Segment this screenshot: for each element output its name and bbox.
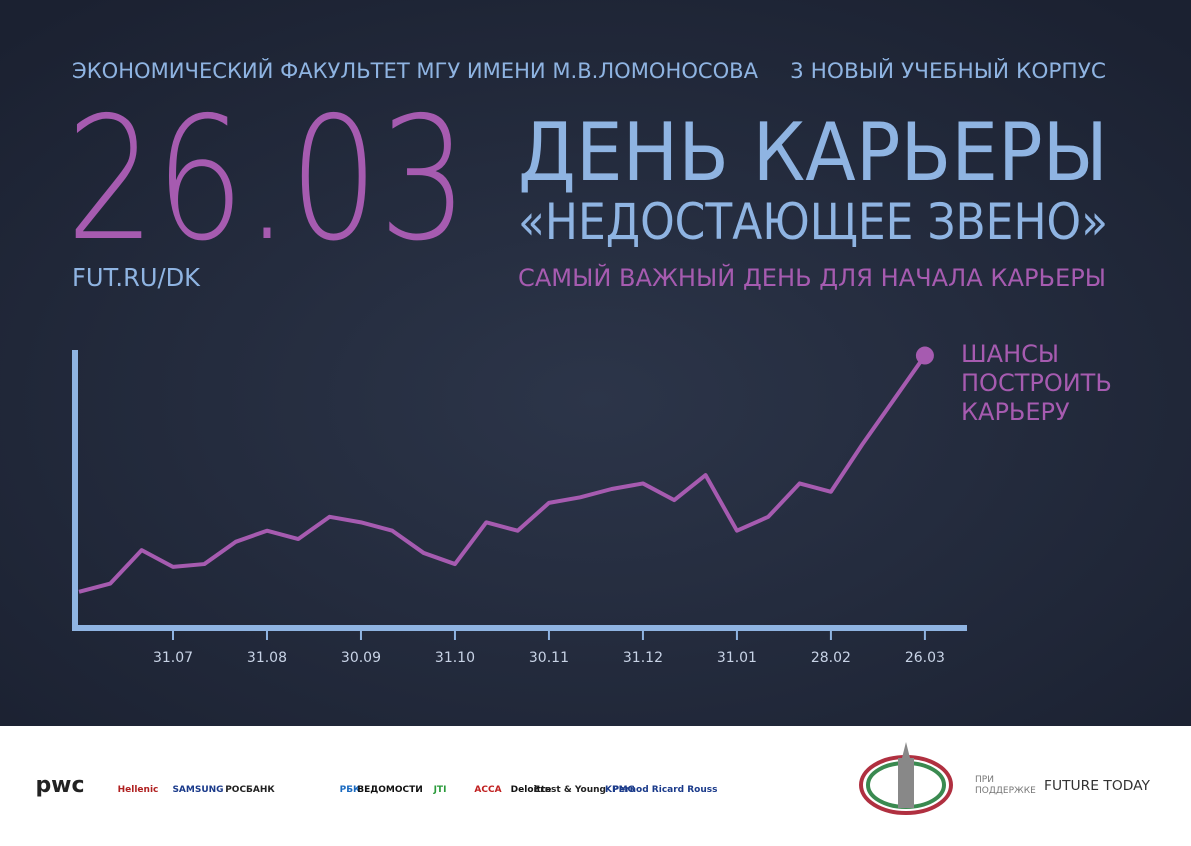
sponsor-logo: SAMSUNG [172, 785, 223, 795]
sponsor-logo: Deloitte [511, 785, 552, 795]
x-tick-label: 31.01 [717, 650, 757, 666]
footer-strip [0, 726, 1191, 842]
sponsor-logo: KPMG [605, 785, 635, 795]
x-tick-label: 26.03 [905, 650, 945, 666]
x-tick-label: 28.02 [811, 650, 851, 666]
x-tick-label: 31.12 [623, 650, 663, 666]
x-tick-label: 31.07 [153, 650, 193, 666]
x-tick-label: 31.10 [435, 650, 475, 666]
date: 26.03 [66, 81, 468, 279]
annotation: ШАНСЫ [961, 340, 1059, 368]
faculty: ЭКОНОМИЧЕСКИЙ ФАКУЛЬТЕТ МГУ ИМЕНИ М.В.ЛО… [72, 58, 759, 83]
support-label: ПРИ [975, 775, 994, 785]
tagline: САМЫЙ ВАЖНЫЙ ДЕНЬ ДЛЯ НАЧАЛА КАРЬЕРЫ [518, 263, 1106, 292]
support-label: ПОДДЕРЖКЕ [975, 786, 1036, 796]
sponsor-logo: РБК [340, 785, 361, 795]
annotation: ПОСТРОИТЬ [961, 369, 1112, 397]
sponsor-logo: ВЕДОМОСТИ [357, 785, 423, 795]
organizer: FUTURE TODAY [1044, 779, 1150, 794]
title: ДЕНЬ КАРЬЕРЫ [518, 106, 1108, 199]
sponsor-logo: Hellenic [118, 785, 159, 795]
x-tick-label: 31.08 [247, 650, 287, 666]
sponsor-logo: РОСБАНК [225, 785, 275, 795]
sponsor-logo: Pernod Ricard Rouss [613, 785, 718, 795]
sponsor-logo: Ernst & Young [534, 785, 606, 795]
sponsor-logo: JTI [433, 785, 447, 795]
sponsor-logo: ACCA [474, 785, 501, 795]
line-series [78, 354, 927, 594]
url: FUT.RU/DK [72, 263, 201, 292]
end-marker [915, 346, 934, 365]
background [0, 0, 1191, 726]
annotation: КАРЬЕРУ [961, 398, 1070, 426]
x-tick-label: 30.09 [341, 650, 381, 666]
building: 3 НОВЫЙ УЧЕБНЫЙ КОРПУС [790, 58, 1106, 83]
x-tick-label: 30.11 [529, 650, 569, 666]
subtitle: «НЕДОСТАЮЩЕЕ ЗВЕНО» [518, 193, 1108, 251]
msu-emblem [859, 742, 953, 815]
sponsor-logo: pwc [35, 773, 84, 798]
